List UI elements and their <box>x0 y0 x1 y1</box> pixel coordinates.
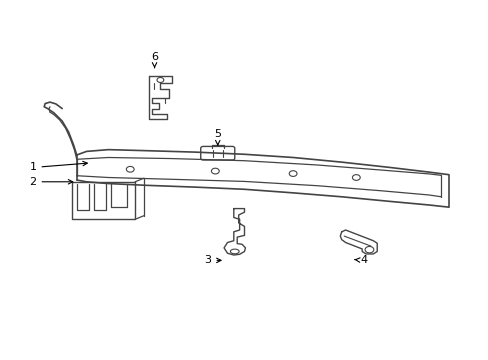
Text: 4: 4 <box>354 255 366 265</box>
Text: 1: 1 <box>29 161 87 172</box>
Text: 6: 6 <box>151 52 158 67</box>
Text: 5: 5 <box>214 129 221 145</box>
Text: 3: 3 <box>204 255 221 265</box>
Text: 2: 2 <box>29 177 73 187</box>
